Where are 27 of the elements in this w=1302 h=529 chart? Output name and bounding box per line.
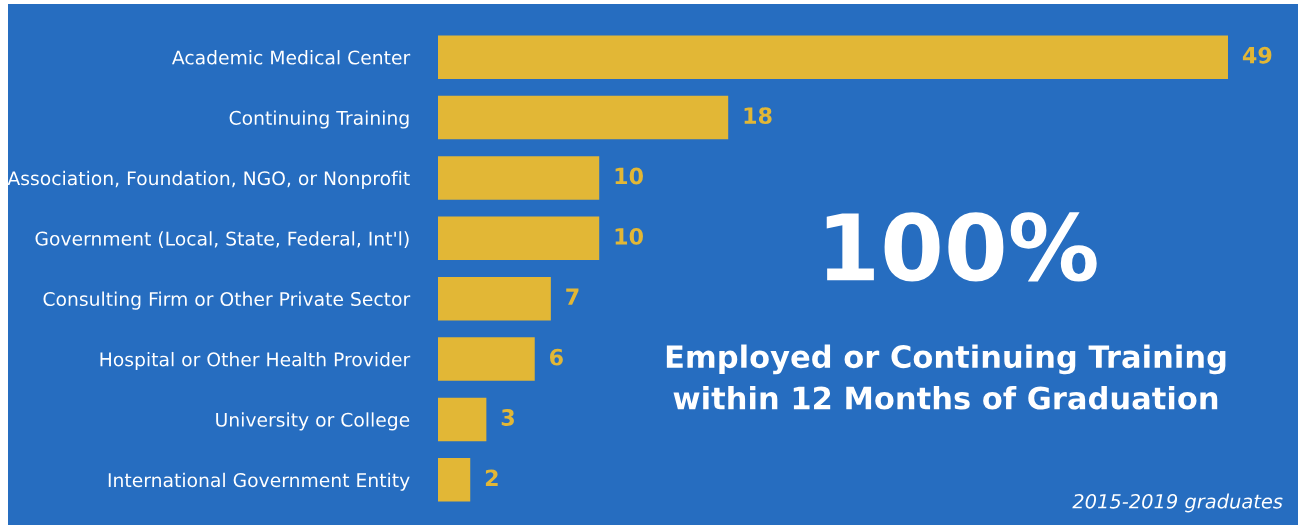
data-label: 18 — [744, 107, 772, 125]
bar — [438, 156, 600, 200]
bar — [438, 397, 487, 442]
y-tick-label: Academic Medical Center — [171, 50, 411, 65]
bar — [438, 276, 551, 321]
data-label: 6 — [550, 348, 563, 366]
bar — [438, 35, 1228, 79]
y-tick-label: Continuing Training — [229, 110, 409, 129]
data-label: 10 — [615, 167, 643, 185]
data-label: 2 — [485, 469, 498, 486]
y-tick-label: Government (Local, State, Federal, Int'l) — [35, 231, 409, 248]
y-tick-label: Association, Foundation, NGO, or Nonprofit — [7, 170, 410, 189]
data-label: 10 — [615, 227, 643, 245]
y-tick-label: Hospital or Other Health Provider — [100, 351, 411, 371]
bar — [438, 216, 600, 261]
bar — [438, 95, 729, 140]
annotation: Employed or Continuing Training within 12 Months of Graduation — [666, 344, 1226, 410]
data-label: 49 — [1242, 46, 1272, 64]
y-tick-label: International Government Entity — [108, 472, 410, 491]
bar — [438, 458, 471, 502]
data-label: 7 — [566, 288, 579, 305]
bar — [438, 337, 535, 381]
data-label: 3 — [501, 409, 514, 426]
y-tick-label: University or College — [216, 412, 410, 431]
annotation: 100% — [826, 212, 1097, 282]
y-tick-label: Consulting Firm or Other Private Sector — [43, 291, 411, 310]
annotation: 2015-2019 graduates — [1072, 493, 1283, 513]
